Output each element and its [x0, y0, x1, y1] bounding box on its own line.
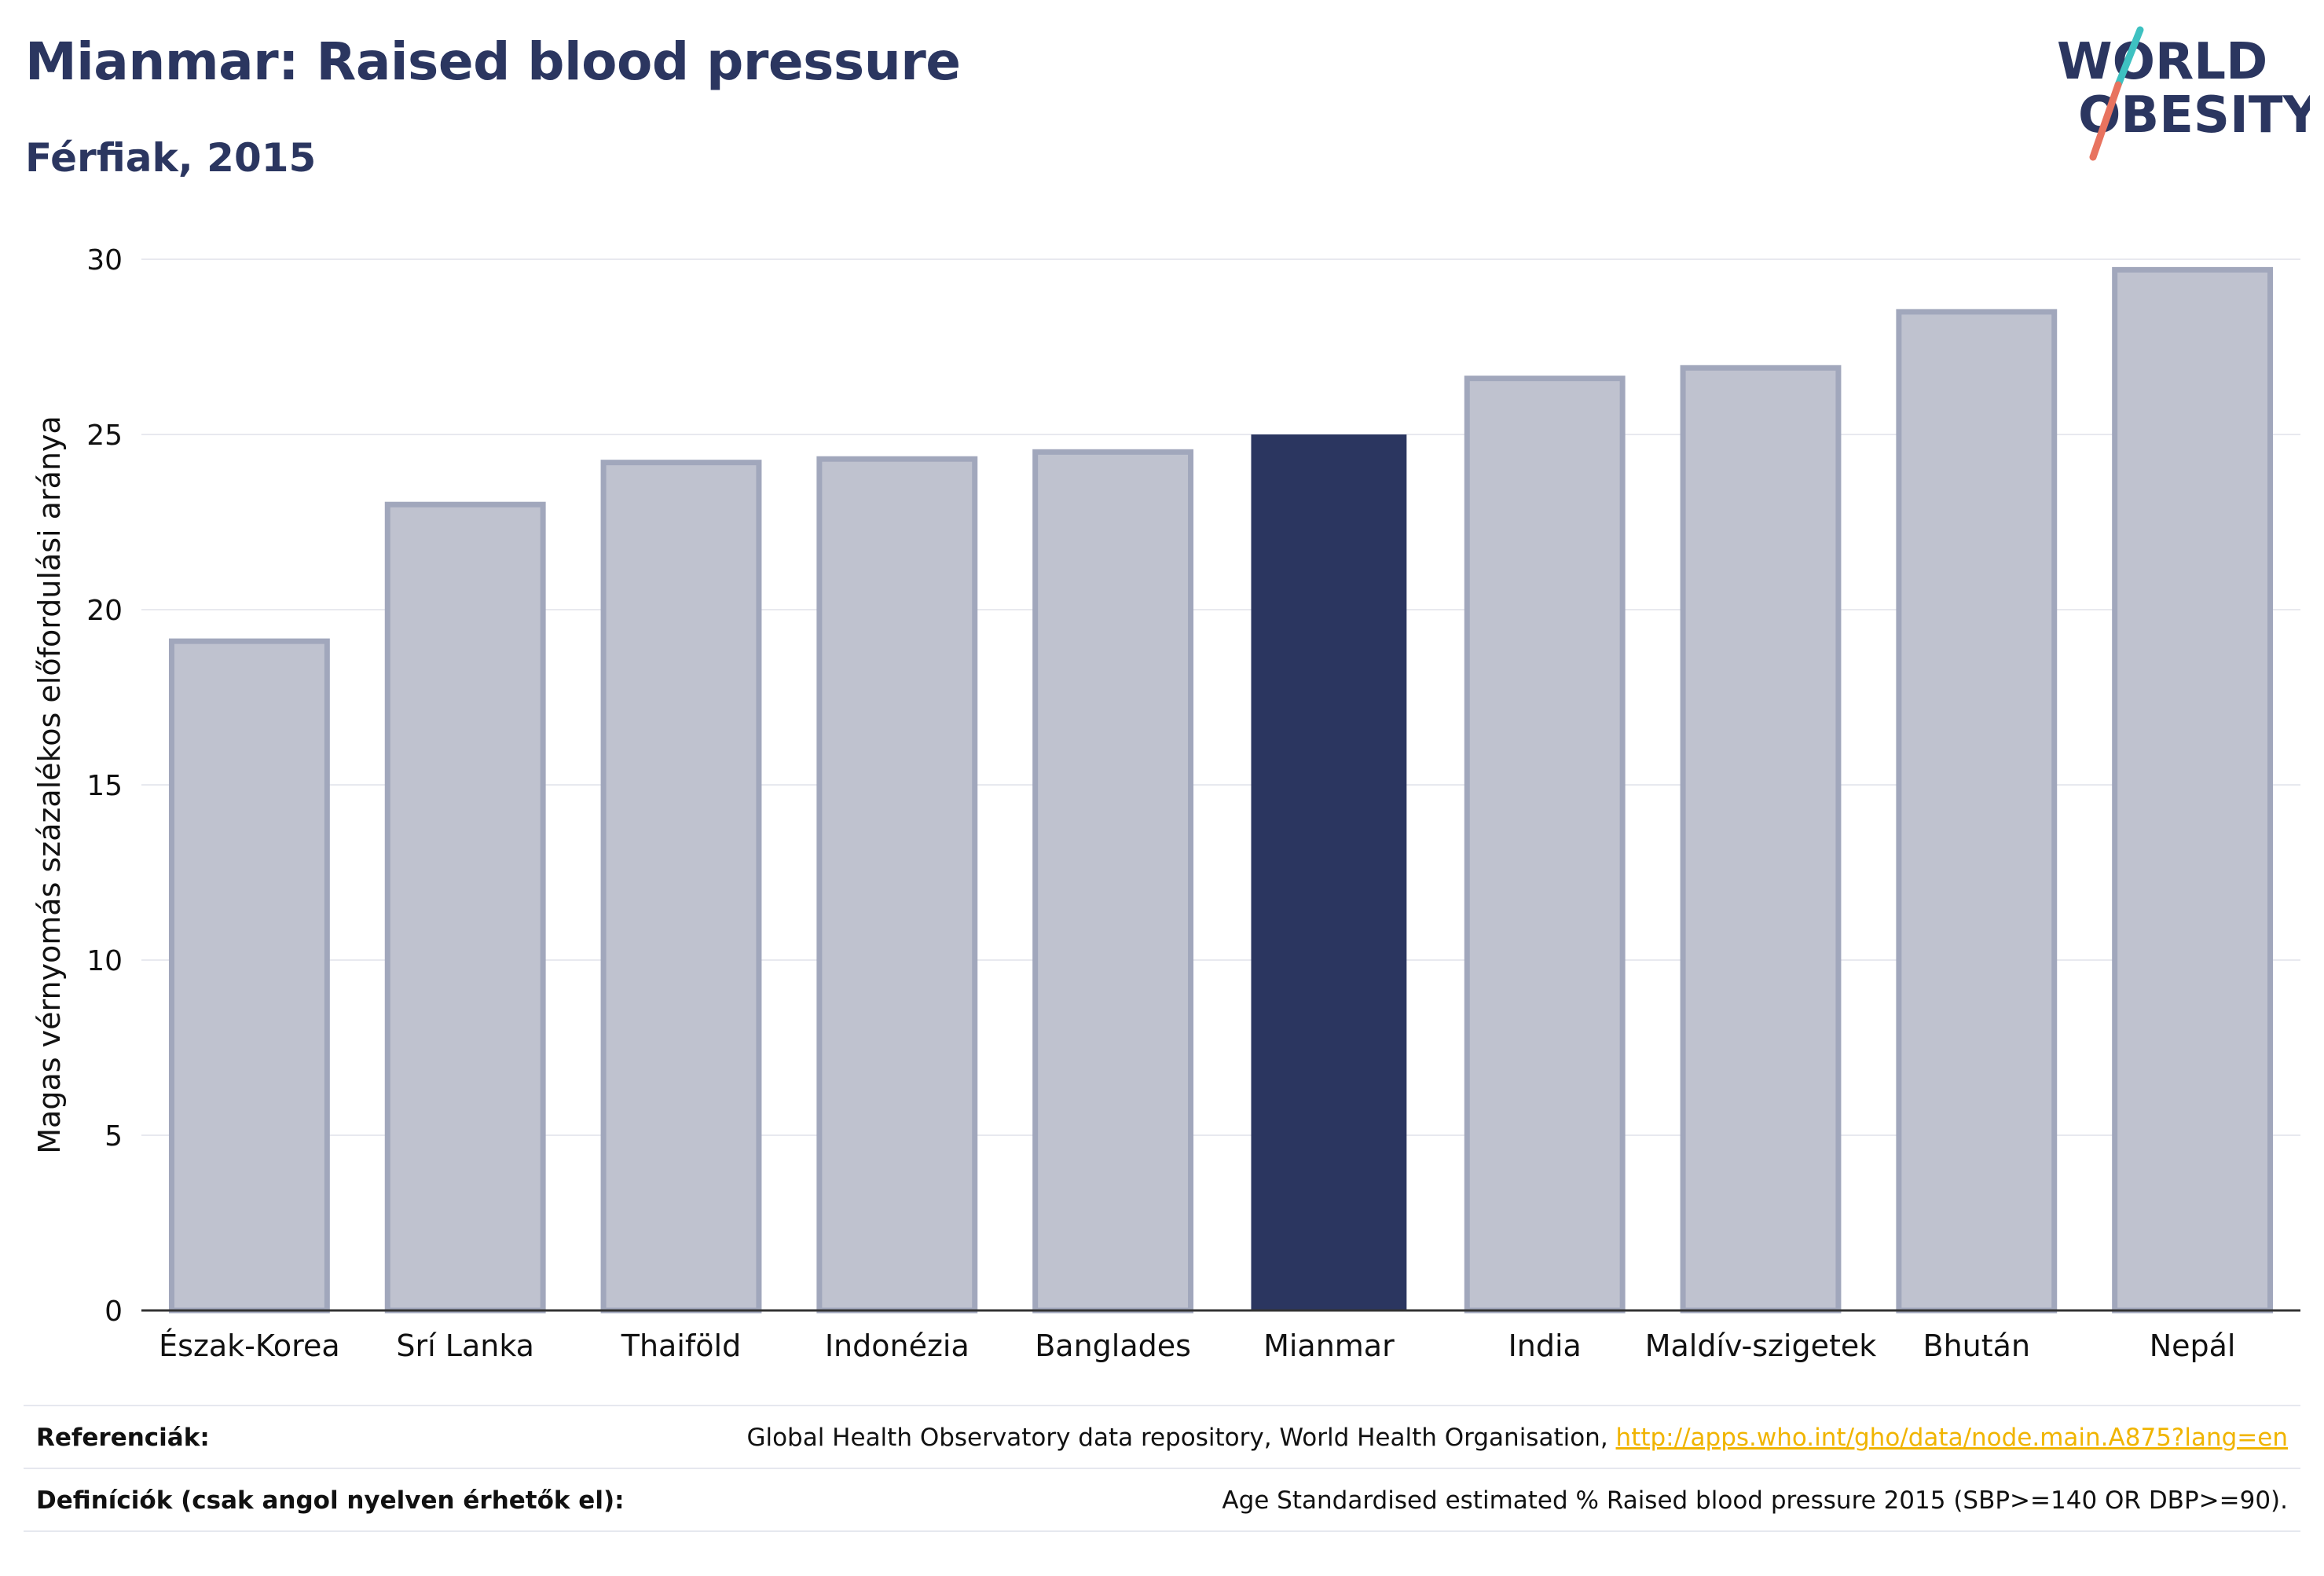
footer-divider-bottom — [24, 1530, 2300, 1532]
x-tick-label: Mianmar — [1263, 1329, 1395, 1363]
x-tick-label: Bhután — [1923, 1329, 2031, 1363]
definitions-text: Age Standardised estimated % Raised bloo… — [1222, 1486, 2288, 1515]
references-value: Global Health Observatory data repositor… — [746, 1424, 2288, 1452]
y-tick-label: 20 — [86, 595, 123, 627]
y-tick-label: 5 — [104, 1120, 123, 1153]
bar — [1464, 376, 1626, 1314]
x-tick-label: Maldív-szigetek — [1645, 1329, 1877, 1363]
x-tick-label: Thaiföld — [621, 1329, 741, 1363]
chart-title: Mianmar: Raised blood pressure — [25, 31, 961, 92]
y-axis-title: Magas vérnyomás százalékos előfordulási … — [32, 416, 67, 1153]
references-text: Global Health Observatory data repositor… — [746, 1424, 1616, 1452]
references-label: Referenciák: — [36, 1424, 210, 1452]
references-link[interactable]: http://apps.who.int/gho/data/node.main.A… — [1615, 1424, 2288, 1452]
x-tick-label: Észak-Korea — [159, 1329, 340, 1363]
definitions-label: Definíciók (csak angol nyelven érhetők e… — [36, 1486, 625, 1515]
bar — [1032, 449, 1194, 1314]
bar — [168, 638, 330, 1314]
bar — [600, 460, 762, 1314]
world-obesity-logo: WORLD OBESITY — [2057, 26, 2310, 161]
y-tick-label: 25 — [86, 420, 123, 452]
bar-chart: 0 5 10 15 20 25 30 Magas vérnyomás százalékos e… — [32, 244, 2300, 1363]
footer-divider-top — [24, 1405, 2300, 1406]
y-tick-label: 0 — [104, 1296, 123, 1328]
bar — [1680, 365, 1842, 1314]
bar-highlighted — [1251, 434, 1407, 1310]
x-tick-label: Srí Lanka — [396, 1329, 534, 1363]
x-tick-label: India — [1508, 1329, 1582, 1363]
bar — [2112, 266, 2274, 1314]
y-tick-label: 10 — [86, 945, 123, 977]
logo-slash-top — [2114, 26, 2144, 89]
x-tick-label: Banglades — [1035, 1329, 1191, 1363]
x-tick-label: Nepál — [2150, 1329, 2236, 1363]
bar — [1896, 309, 2058, 1314]
footer-divider-middle — [24, 1468, 2300, 1469]
bar — [816, 456, 978, 1314]
x-tick-label: Indonézia — [825, 1329, 970, 1363]
logo-slash-bottom — [2089, 81, 2122, 161]
chart-subtitle: Férfiak, 2015 — [25, 135, 317, 181]
y-tick-label: 15 — [86, 770, 123, 802]
bar — [384, 501, 546, 1314]
y-tick-label: 30 — [86, 244, 123, 277]
logo-line-1: WORLD — [2057, 33, 2267, 91]
